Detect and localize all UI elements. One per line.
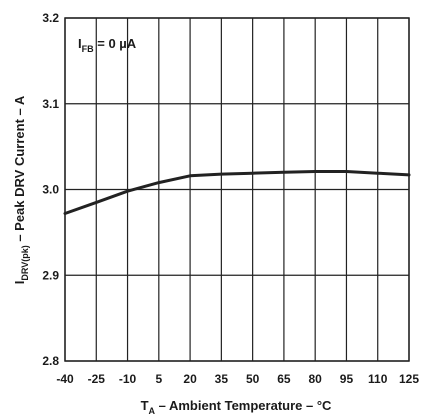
annotation: IFB = 0 µA xyxy=(78,36,137,54)
y-axis-title-main: I xyxy=(12,281,27,285)
annotation-sub: FB xyxy=(82,44,94,54)
x-tick-label: -40 xyxy=(56,372,74,386)
series-line xyxy=(63,170,411,215)
x-tick-label: 50 xyxy=(246,372,260,386)
y-axis-title-rest: – Peak DRV Current – A xyxy=(12,95,27,245)
x-axis-title: TA – Ambient Temperature – °C xyxy=(141,398,332,416)
grid xyxy=(64,17,410,362)
y-tick-label: 3.1 xyxy=(42,97,59,111)
y-tick-label: 2.9 xyxy=(42,268,59,282)
y-axis-title-sub: DRV(pk) xyxy=(20,245,30,280)
x-tick-label: 125 xyxy=(399,372,419,386)
series-group xyxy=(63,170,411,215)
y-tick-label: 3.0 xyxy=(42,183,59,197)
x-tick-label: 65 xyxy=(277,372,291,386)
x-tick-label: 20 xyxy=(183,372,197,386)
x-tick-label: -25 xyxy=(88,372,106,386)
y-tick-label: 3.2 xyxy=(42,11,59,25)
x-axis-title-main: T xyxy=(141,398,149,413)
x-tick-label: -10 xyxy=(119,372,137,386)
plot-frame xyxy=(64,17,410,362)
y-axis-ticks: 2.8 2.9 3.0 3.1 3.2 xyxy=(42,11,59,368)
y-tick-label: 2.8 xyxy=(42,354,59,368)
y-axis-title: IDRV(pk) – Peak DRV Current – A xyxy=(12,95,30,284)
x-tick-label: 5 xyxy=(155,372,162,386)
x-axis-title-rest: – Ambient Temperature – °C xyxy=(155,398,332,413)
x-tick-label: 110 xyxy=(368,372,388,386)
x-axis-ticks: -40 -25 -10 5 20 35 50 65 80 95 110 125 xyxy=(56,372,419,386)
x-tick-label: 35 xyxy=(215,372,229,386)
x-tick-label: 80 xyxy=(309,372,323,386)
x-tick-label: 95 xyxy=(340,372,354,386)
annotation-rest: = 0 µA xyxy=(94,36,137,51)
x-axis-title-sub: A xyxy=(149,406,156,416)
annotation-main: I xyxy=(78,36,82,51)
